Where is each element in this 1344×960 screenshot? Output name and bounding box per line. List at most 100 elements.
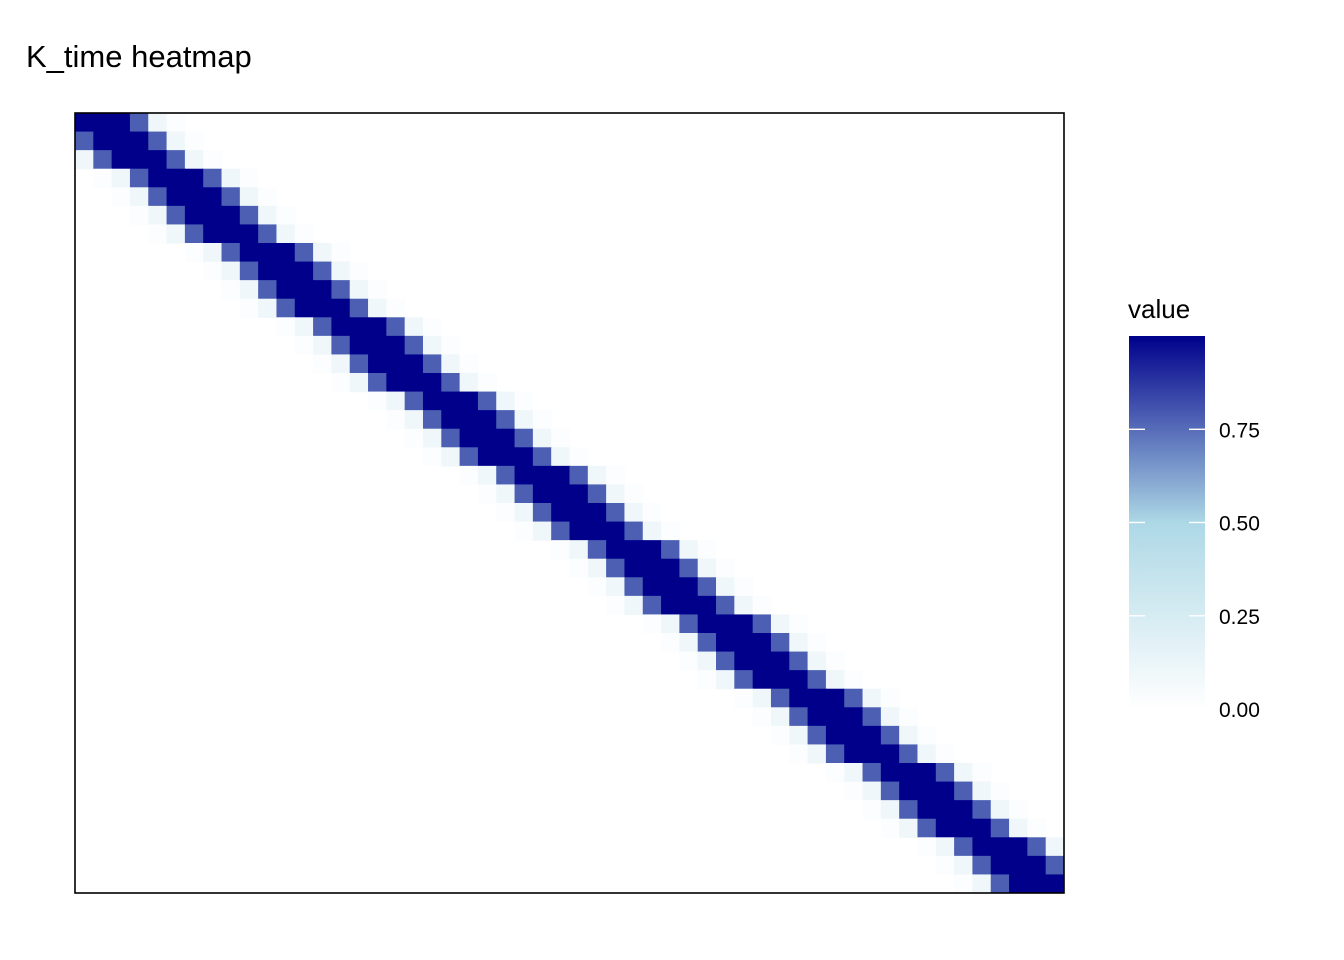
heatmap-cell: [789, 725, 809, 746]
heatmap-cell: [661, 558, 680, 578]
heatmap-cell: [917, 725, 937, 746]
heatmap-cell: [624, 521, 644, 541]
heatmap-cell: [368, 280, 387, 300]
heatmap-cell: [990, 855, 1010, 876]
heatmap-cell: [825, 707, 845, 727]
heatmap-cell: [825, 744, 845, 764]
heatmap-cell: [587, 503, 607, 523]
heatmap-cell: [422, 373, 442, 393]
heatmap-cell: [752, 633, 772, 653]
heatmap-cell: [239, 280, 259, 300]
heatmap-cell: [899, 818, 919, 838]
heatmap-cell: [880, 800, 900, 820]
heatmap-cell: [368, 317, 387, 337]
heatmap-cell: [368, 373, 387, 393]
heatmap-cell: [111, 113, 131, 133]
heatmap-cell: [184, 243, 204, 263]
heatmap-cell: [148, 168, 168, 188]
heatmap-cell: [239, 205, 259, 226]
heatmap-cell: [386, 391, 406, 411]
heatmap-cell: [221, 280, 241, 300]
heatmap-cell: [935, 818, 955, 838]
heatmap-cell: [734, 633, 754, 653]
heatmap-cell: [239, 298, 259, 318]
heatmap-cell: [459, 410, 479, 430]
heatmap-cell: [716, 614, 735, 634]
heatmap-cell: [441, 410, 461, 430]
heatmap-cell: [477, 391, 497, 411]
heatmap-cell: [1009, 874, 1028, 893]
heatmap-cell: [148, 187, 168, 207]
heatmap-cell: [477, 428, 497, 448]
heatmap-cell: [1009, 818, 1028, 838]
heatmap-cell: [752, 707, 772, 727]
heatmap-cell: [75, 150, 94, 170]
heatmap-cell: [148, 113, 168, 133]
legend-tick-label: 0.50: [1219, 513, 1260, 536]
heatmap-cell: [166, 187, 186, 207]
legend-tick-label: 0.75: [1219, 419, 1260, 442]
heatmap-cell: [184, 150, 204, 170]
heatmap-cell: [1027, 818, 1047, 838]
heatmap-cell: [477, 447, 497, 467]
heatmap-cell: [642, 558, 662, 578]
heatmap-cell: [276, 205, 296, 226]
heatmap-cell: [239, 224, 259, 244]
heatmap-cell: [184, 131, 204, 151]
heatmap-cell: [752, 651, 772, 671]
heatmap-cell: [752, 670, 772, 690]
heatmap-cell: [770, 725, 790, 746]
heatmap-cell: [1009, 837, 1028, 857]
heatmap-cell: [184, 205, 204, 226]
heatmap-cell: [935, 763, 955, 783]
heatmap-cell: [368, 298, 387, 318]
heatmap-cell: [111, 168, 131, 188]
heatmap-cell: [880, 781, 900, 801]
heatmap-cell: [313, 280, 332, 300]
heatmap-cell: [276, 317, 296, 337]
heatmap-cell: [551, 521, 571, 541]
heatmap-cell: [917, 763, 937, 783]
heatmap-cell: [606, 465, 626, 486]
heatmap-cell: [569, 540, 589, 560]
heatmap-cell: [514, 410, 534, 430]
heatmap-cell: [770, 651, 790, 671]
heatmap-cell: [606, 558, 626, 578]
heatmap-cell: [752, 688, 772, 708]
heatmap-cell: [477, 410, 497, 430]
heatmap-cell: [642, 577, 662, 597]
heatmap-cell: [459, 428, 479, 448]
heatmap-cell: [221, 168, 241, 188]
heatmap-cell: [825, 688, 845, 708]
heatmap-cell: [862, 725, 882, 746]
heatmap-cell: [404, 391, 424, 411]
heatmap-cell: [642, 521, 662, 541]
heatmap-cell: [368, 354, 387, 374]
heatmap-cell: [954, 763, 974, 783]
heatmap-cell: [148, 131, 168, 151]
heatmap-cell: [990, 800, 1010, 820]
heatmap-cell: [862, 744, 882, 764]
heatmap-cell: [496, 503, 516, 523]
heatmap-cell: [532, 428, 552, 448]
heatmap-cell: [679, 614, 699, 634]
heatmap-cell: [807, 744, 827, 764]
heatmap-cell: [587, 465, 607, 486]
heatmap-cell: [569, 521, 589, 541]
heatmap-cell: [514, 447, 534, 467]
heatmap-cell: [880, 707, 900, 727]
heatmap-cell: [166, 131, 186, 151]
heatmap-cell: [93, 131, 113, 151]
heatmap-cell: [459, 465, 479, 486]
heatmap-cell: [75, 113, 94, 133]
heatmap-cell: [679, 577, 699, 597]
heatmap-cell: [477, 484, 497, 504]
heatmap-cell: [972, 855, 992, 876]
heatmap-cell: [331, 373, 351, 393]
heatmap-cell: [239, 243, 259, 263]
heatmap-cell: [166, 113, 186, 133]
heatmap-cell: [807, 633, 827, 653]
heatmap-cell: [129, 113, 149, 133]
heatmap-cell: [129, 205, 149, 226]
heatmap-cell: [972, 800, 992, 820]
